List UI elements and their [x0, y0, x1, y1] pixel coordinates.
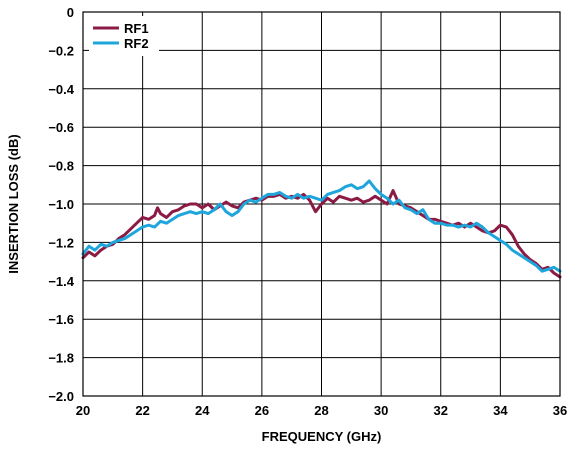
x-tick-label: 32 [434, 403, 448, 418]
x-tick-label: 30 [374, 403, 388, 418]
grid [82, 11, 561, 397]
series-layer [81, 179, 562, 279]
y-tick-label: −1.8 [48, 351, 74, 366]
legend-background [89, 16, 159, 56]
y-tick-label: −1.0 [48, 197, 74, 212]
y-tick-label: −0.4 [48, 82, 74, 97]
x-tick-label: 26 [255, 403, 269, 418]
x-axis-title: FREQUENCY (GHz) [262, 429, 382, 444]
y-axis-title: INSERTION LOSS (dB) [6, 134, 21, 273]
y-tick-label: −2.0 [48, 389, 74, 404]
y-tick-label: 0 [67, 5, 74, 20]
legend-label-rf2: RF2 [124, 36, 149, 51]
y-tick-label: −0.8 [48, 159, 74, 174]
y-tick-label: −0.2 [48, 43, 74, 58]
x-tick-label: 36 [553, 403, 567, 418]
y-tick-label: −1.4 [48, 274, 74, 289]
x-tick-label: 28 [314, 403, 328, 418]
y-tick-label: −1.2 [48, 235, 74, 250]
legend-label-rf1: RF1 [124, 21, 149, 36]
series-line-rf1 [81, 189, 562, 279]
y-tick-label: −1.6 [48, 312, 74, 327]
x-axis-ticks: 20 22 24 26 28 30 32 34 36 [76, 403, 567, 418]
x-tick-label: 22 [135, 403, 149, 418]
y-tick-label: −0.6 [48, 120, 74, 135]
y-axis-ticks: 0 −0.2 −0.4 −0.6 −0.8 −1.0 −1.2 −1.4 −1.6 −1.8 −2.… [48, 5, 74, 404]
x-tick-label: 34 [493, 403, 508, 418]
x-tick-label: 20 [76, 403, 90, 418]
series-line-rf2 [81, 179, 562, 273]
plot-frame [82, 11, 561, 397]
x-tick-label: 24 [195, 403, 210, 418]
